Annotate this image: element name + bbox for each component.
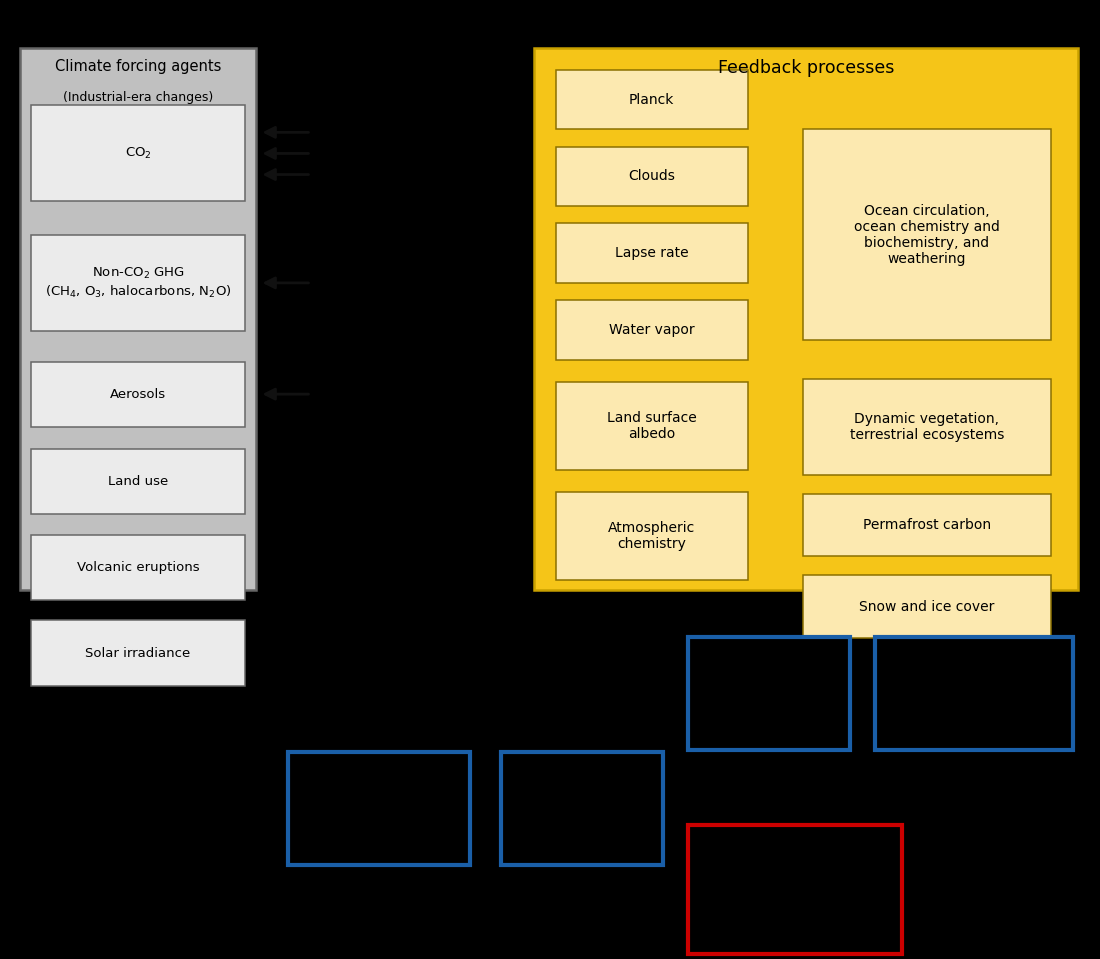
Bar <box>31 620 245 686</box>
Text: CO$_2$: CO$_2$ <box>124 146 152 161</box>
Bar <box>556 223 748 283</box>
Bar <box>31 535 245 600</box>
Text: Planck: Planck <box>629 93 674 106</box>
Text: Permafrost carbon: Permafrost carbon <box>862 518 991 532</box>
Bar <box>803 129 1050 340</box>
Text: Solar irradiance: Solar irradiance <box>86 646 190 660</box>
Text: Volcanic eruptions: Volcanic eruptions <box>77 561 199 574</box>
Text: Aerosols: Aerosols <box>110 387 166 401</box>
Bar <box>556 300 748 360</box>
Text: Feedback processes: Feedback processes <box>717 59 894 78</box>
Text: Atmospheric
chemistry: Atmospheric chemistry <box>608 521 695 551</box>
Bar <box>688 825 902 954</box>
Bar <box>556 70 748 129</box>
Bar <box>288 752 470 865</box>
Bar <box>803 575 1050 638</box>
Bar <box>556 382 748 470</box>
Bar <box>31 105 245 201</box>
Text: Lapse rate: Lapse rate <box>615 246 689 260</box>
Bar <box>803 379 1050 475</box>
Bar <box>556 492 748 580</box>
Bar <box>874 637 1072 750</box>
Text: Water vapor: Water vapor <box>609 323 694 337</box>
Text: Non-CO$_2$ GHG
(CH$_4$, O$_3$, halocarbons, N$_2$O): Non-CO$_2$ GHG (CH$_4$, O$_3$, halocarbo… <box>45 266 231 300</box>
Bar <box>534 48 1078 590</box>
Text: Dynamic vegetation,
terrestrial ecosystems: Dynamic vegetation, terrestrial ecosyste… <box>849 411 1004 442</box>
Bar <box>500 752 663 865</box>
Text: Ocean circulation,
ocean chemistry and
biochemistry, and
weathering: Ocean circulation, ocean chemistry and b… <box>854 203 1000 267</box>
Bar <box>20 48 256 590</box>
Bar <box>556 147 748 206</box>
Text: Land surface
albedo: Land surface albedo <box>607 410 696 441</box>
Text: Land use: Land use <box>108 475 168 488</box>
Bar <box>31 362 245 427</box>
Bar <box>31 449 245 514</box>
Bar <box>803 494 1050 556</box>
Bar <box>31 235 245 331</box>
Text: Climate forcing agents: Climate forcing agents <box>55 59 221 75</box>
Text: Snow and ice cover: Snow and ice cover <box>859 599 994 614</box>
Text: Clouds: Clouds <box>628 170 675 183</box>
Bar <box>688 637 850 750</box>
Text: (Industrial-era changes): (Industrial-era changes) <box>63 91 213 105</box>
